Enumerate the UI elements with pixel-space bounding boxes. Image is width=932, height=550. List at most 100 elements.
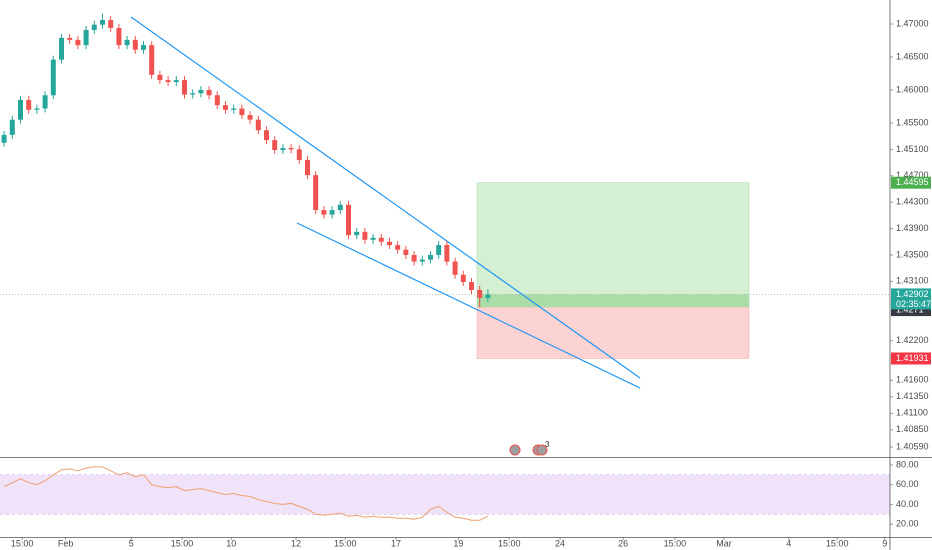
y-tick-label: 1.43900	[896, 223, 929, 233]
loss-zone	[476, 306, 750, 359]
candle-body	[304, 159, 310, 176]
candle-body	[427, 254, 433, 260]
candle-body	[321, 210, 327, 215]
entry-badge-label: 1.4271	[896, 304, 924, 314]
x-tick-label: 12	[291, 538, 301, 548]
candle-body	[403, 249, 409, 255]
countdown-label: 02:35:47	[896, 299, 931, 309]
y-tick-label: 1.41600	[896, 375, 929, 385]
trend-line	[296, 222, 641, 389]
y-tick-label: 1.45500	[896, 117, 929, 127]
x-tick-label: 19	[453, 538, 463, 548]
event-marker[interactable]	[536, 444, 548, 456]
x-tick-label: 24	[555, 538, 565, 548]
candle-body	[362, 231, 368, 240]
y-tick-label: 1.45100	[896, 144, 929, 154]
candle-body	[411, 254, 417, 262]
y-tick-label: 80.00	[896, 459, 919, 469]
candle-body	[419, 259, 425, 262]
candle-body	[165, 80, 171, 83]
rsi-band	[0, 474, 890, 515]
candle-body	[157, 74, 163, 81]
candle-body	[263, 130, 269, 141]
x-tick-label: 15:00	[498, 538, 521, 548]
y-tick-label: 1.42200	[896, 335, 929, 345]
y-tick-label: 1.43100	[896, 276, 929, 286]
candle-body	[460, 274, 466, 283]
candle-body	[288, 148, 294, 150]
x-tick-label: Mar	[716, 538, 732, 548]
candle-body	[395, 245, 401, 250]
profit-zone	[476, 182, 750, 308]
candle-body	[140, 45, 146, 50]
event-count: 3	[545, 440, 550, 449]
stop-badge	[891, 352, 931, 365]
candle-body	[1, 134, 7, 143]
candle-body	[296, 149, 302, 160]
target-badge	[891, 176, 931, 189]
x-tick-label: 15:00	[171, 538, 194, 548]
candle-body	[386, 241, 392, 246]
x-tick-label: 15:00	[11, 538, 34, 548]
y-tick-label: 1.47000	[896, 18, 929, 28]
candle-body	[485, 294, 491, 298]
candle-body	[247, 115, 253, 120]
y-tick-label: 1.41350	[896, 391, 929, 401]
candle-body	[214, 95, 220, 106]
candle-body	[239, 108, 245, 116]
candle-body	[26, 99, 32, 110]
stop-badge-label: 1.41931	[896, 353, 929, 363]
y-tick-label: 1.44300	[896, 197, 929, 207]
candle-body	[436, 245, 442, 255]
y-tick-label: 1.46500	[896, 51, 929, 61]
candle-body	[337, 204, 343, 211]
rsi-line	[3, 466, 489, 521]
candle-body	[452, 261, 458, 275]
x-tick-label: 26	[618, 538, 628, 548]
current-badge	[891, 288, 931, 301]
candle-body	[272, 140, 278, 151]
candle-body	[50, 59, 56, 96]
target-badge-label: 1.44595	[896, 177, 929, 187]
x-tick-label: 15:00	[826, 538, 849, 548]
x-tick-label: 4	[786, 538, 791, 548]
candle-body	[42, 95, 48, 109]
candle-body	[222, 105, 228, 110]
y-tick-label: 1.44700	[896, 170, 929, 180]
candle-body	[116, 27, 122, 46]
candle-body	[255, 119, 261, 131]
y-tick-label: 1.40590	[896, 441, 929, 451]
candle-body	[354, 231, 360, 236]
y-tick-label: 60.00	[896, 479, 919, 489]
candle-body	[329, 210, 335, 215]
y-tick-label: 1.46000	[896, 84, 929, 94]
trend-line	[130, 16, 641, 379]
x-tick-label: 9	[882, 538, 887, 548]
candle-body	[173, 80, 179, 83]
candle-body	[75, 39, 81, 46]
candle-body	[83, 29, 89, 46]
candle-body	[132, 39, 138, 50]
x-tick-label: 15:00	[334, 538, 357, 548]
candle-body	[477, 289, 483, 298]
candle-body	[444, 245, 450, 262]
candle-body	[124, 39, 130, 46]
candle-body	[91, 24, 97, 30]
y-tick-label: 1.43500	[896, 249, 929, 259]
candle-body	[206, 90, 212, 96]
y-tick-label: 1.41100	[896, 408, 928, 418]
event-marker[interactable]	[509, 444, 521, 456]
candle-body	[280, 148, 286, 151]
candle-body	[9, 119, 15, 135]
candle-body	[345, 204, 351, 236]
candle-body	[34, 108, 40, 110]
candle-body	[231, 108, 237, 110]
x-tick-label: 17	[391, 538, 401, 548]
candle-body	[58, 37, 64, 60]
candle-body	[190, 93, 196, 95]
x-tick-label: 10	[226, 538, 236, 548]
candle-body	[108, 20, 114, 28]
y-tick-label: 1.40850	[896, 424, 929, 434]
x-tick-label: 5	[129, 538, 134, 548]
